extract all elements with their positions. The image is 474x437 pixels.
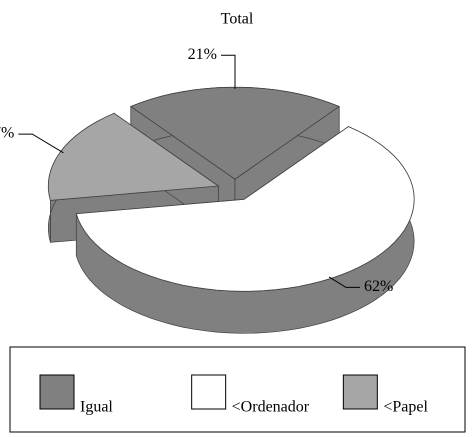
data-label: 21% [188, 46, 217, 63]
data-label: 17% [0, 125, 14, 142]
chart-title: Total [221, 11, 254, 28]
leader-line [221, 54, 236, 89]
legend-label: <Ordenador [232, 399, 310, 416]
legend-box [9, 346, 466, 433]
data-label: 62% [364, 278, 393, 295]
legend-swatch [39, 374, 75, 410]
legend-swatch [342, 374, 378, 410]
legend-swatch [191, 374, 227, 410]
legend-label: <Papel [383, 399, 428, 416]
slice [47, 112, 220, 201]
leader-line [18, 133, 64, 154]
legend-label: Igual [80, 399, 113, 416]
leader-line [328, 276, 360, 288]
